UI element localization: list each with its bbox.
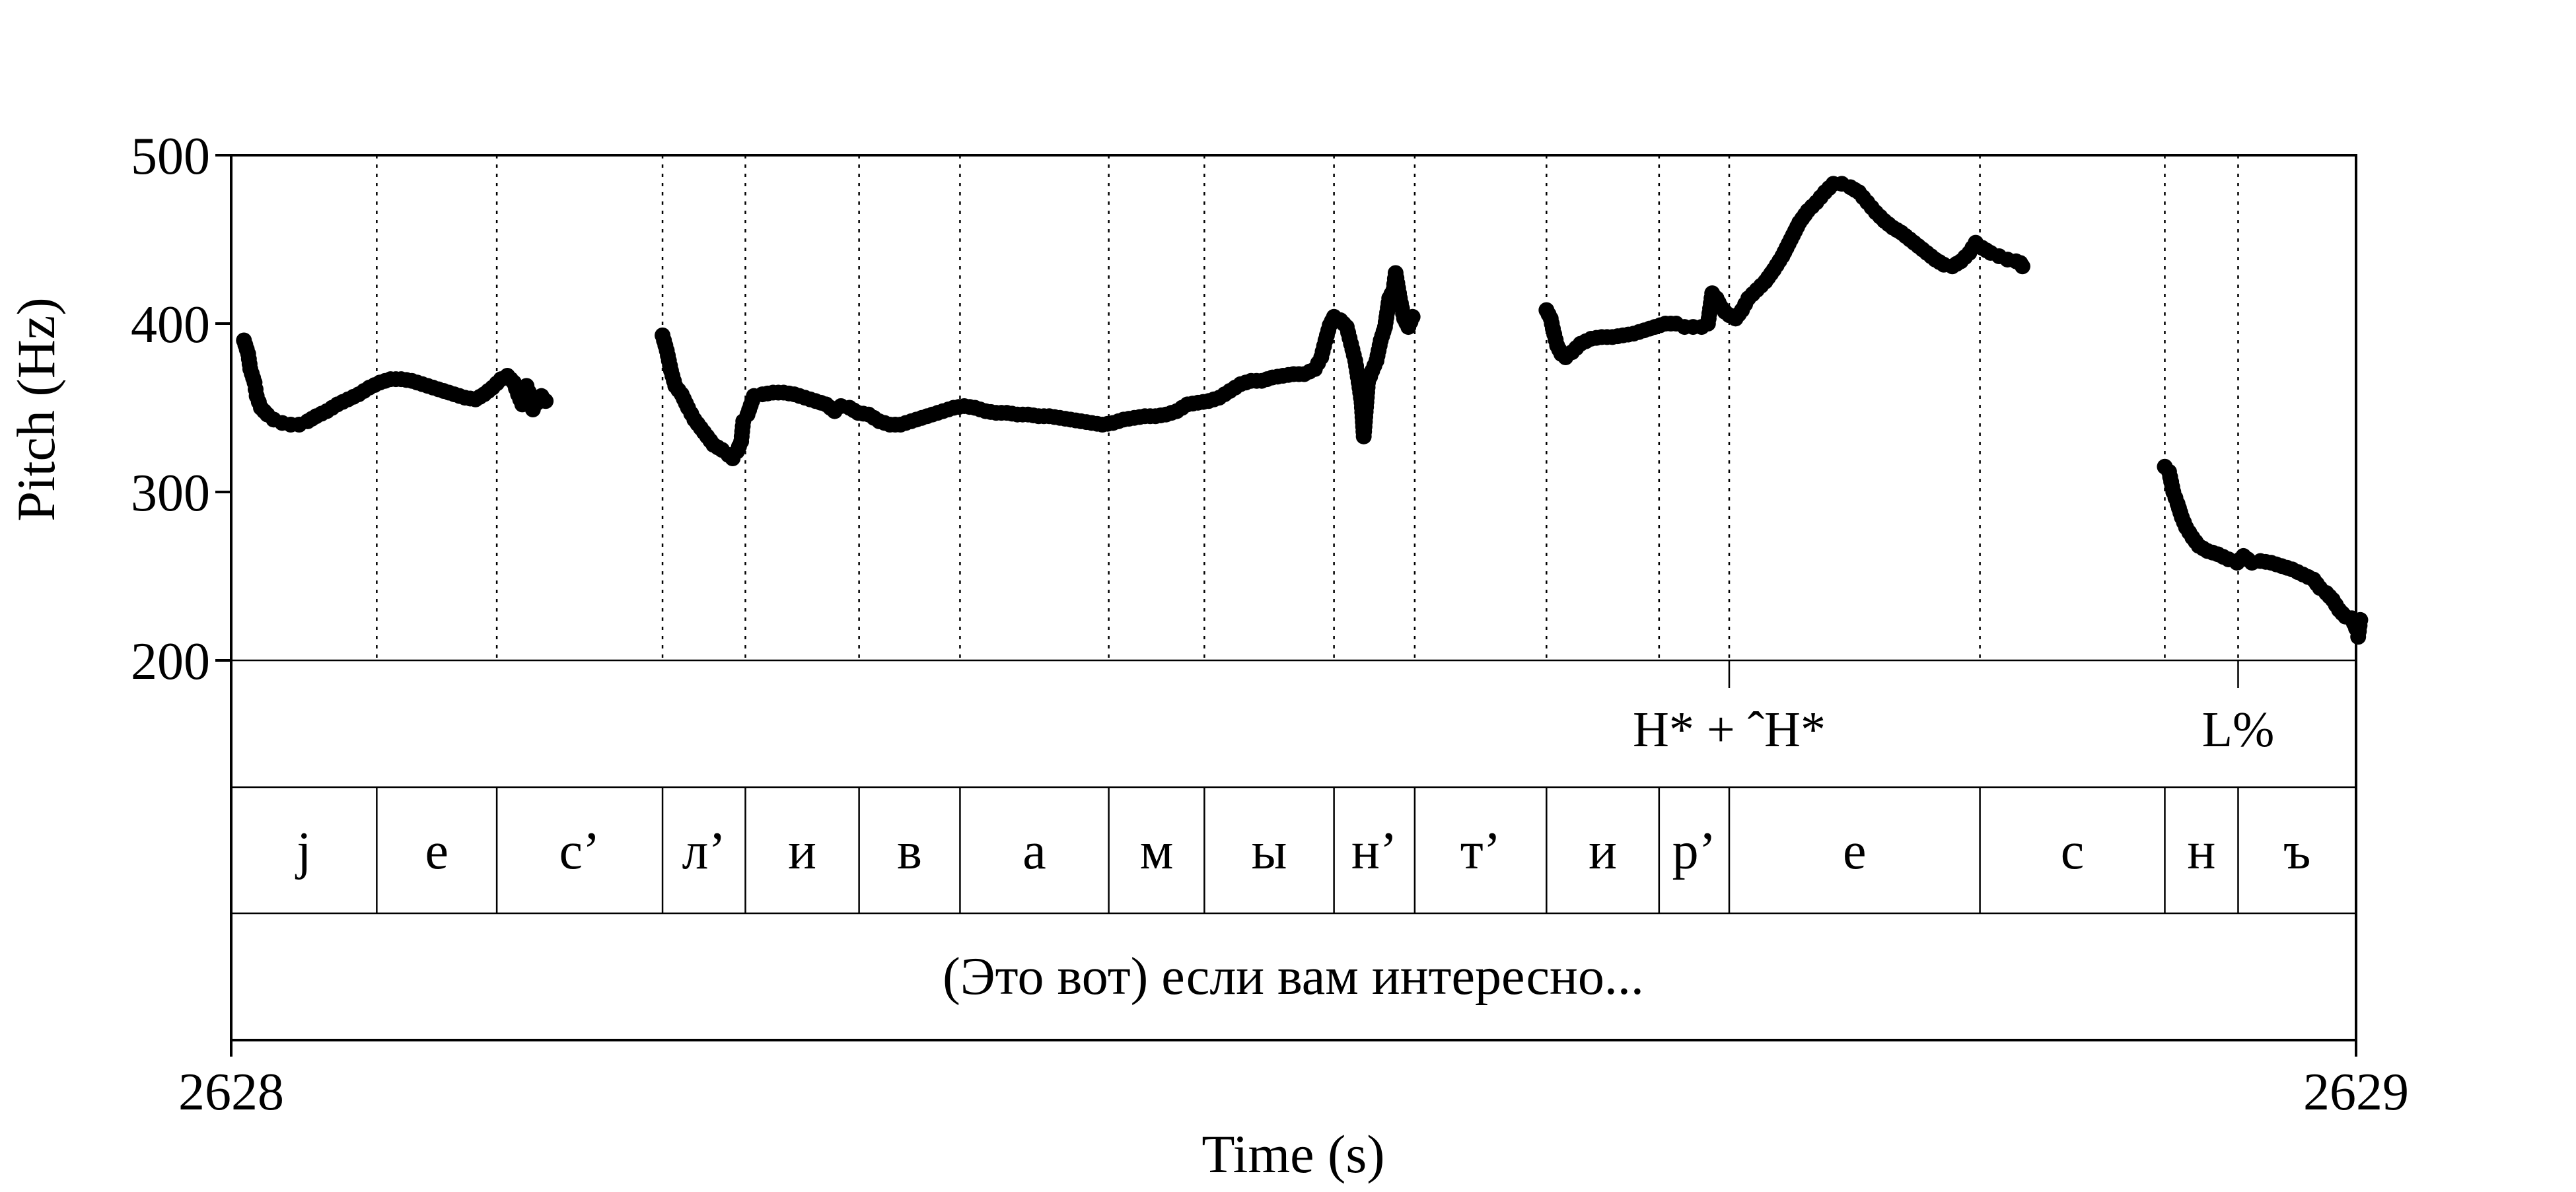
tone-label: L%: [2202, 702, 2275, 757]
utterance-label: (Это вот) если вам интересно...: [943, 948, 1644, 1006]
phone-label: с’: [559, 822, 600, 880]
phone-label: в: [897, 822, 922, 880]
phone-label: и: [1589, 822, 1617, 880]
pitch-point: [2014, 258, 2030, 275]
phone-labels: j е с’ л’ и в а м ы н’ т’ и р’ е с н ъ: [295, 822, 2310, 880]
phone-label: е: [425, 822, 448, 880]
pitch-point: [538, 393, 554, 409]
pitch-points: [236, 176, 2369, 645]
y-tick-label: 500: [131, 127, 210, 186]
y-tick-label: 400: [131, 296, 210, 354]
phone-label: с: [2061, 822, 2085, 880]
phone-label: т’: [1460, 822, 1501, 880]
phone-label: j: [295, 822, 311, 880]
phone-label: н: [2188, 822, 2216, 880]
phone-label: л’: [682, 822, 727, 880]
x-tick-label-end: 2629: [2303, 1063, 2409, 1121]
phone-label: ъ: [2283, 822, 2310, 880]
x-axis-title: Time (s): [1201, 1124, 1384, 1184]
phone-label: н’: [1351, 822, 1397, 880]
tone-marks: H* + ˆH* L%: [1633, 660, 2274, 757]
tone-label: H* + ˆH*: [1633, 702, 1826, 757]
plot-frame: [230, 154, 2357, 1041]
phone-label: е: [1843, 822, 1867, 880]
phone-label: а: [1022, 822, 1046, 880]
x-tick-label-start: 2628: [178, 1063, 284, 1121]
phone-label: и: [788, 822, 816, 880]
y-tick-label: 200: [131, 633, 210, 691]
phone-label: ы: [1252, 822, 1287, 880]
phone-label: м: [1140, 822, 1174, 880]
y-axis-title: Pitch (Hz): [6, 297, 66, 521]
y-tick-label: 300: [131, 464, 210, 522]
pitch-point: [1404, 308, 1421, 325]
y-axis-ticks: 500 400 300 200: [131, 127, 231, 691]
phone-label: р’: [1672, 822, 1717, 880]
textgrid-lines: [231, 659, 2356, 915]
